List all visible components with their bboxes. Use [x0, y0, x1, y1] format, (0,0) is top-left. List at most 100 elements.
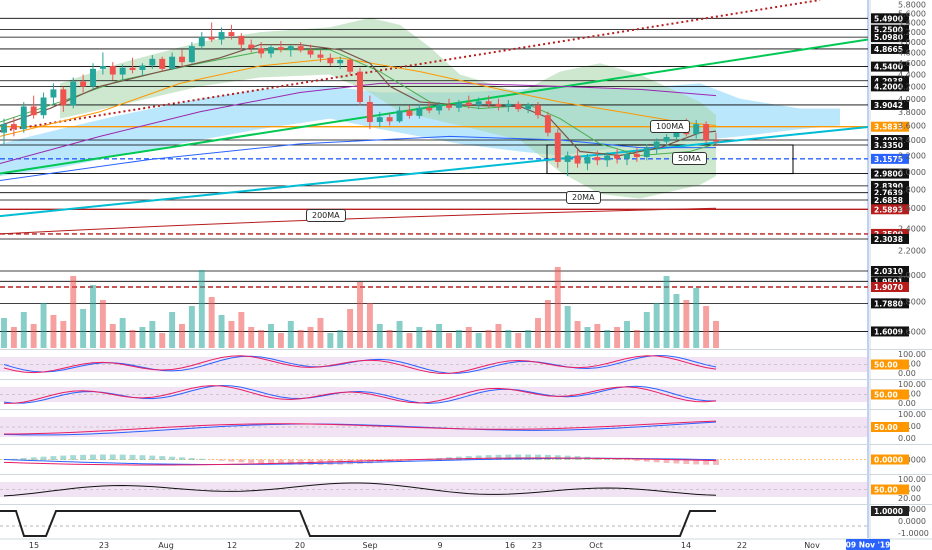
level-tag-bg-8	[871, 121, 909, 132]
candle-body-35	[347, 59, 354, 72]
macd-hist-25	[248, 459, 255, 463]
volume-bar-53	[525, 330, 532, 348]
pane-5-tick-2: -1.0000	[898, 529, 929, 538]
pane-0-line-e91e63	[3, 355, 717, 374]
volume-bar-23	[228, 321, 235, 348]
level-tag-bg-14	[871, 187, 909, 198]
candle-body-36	[357, 71, 363, 102]
volume-bar-47	[465, 327, 472, 348]
volume-bar-13	[129, 330, 136, 348]
candle-body-25	[248, 44, 255, 49]
level-tag-bg-15	[871, 194, 909, 205]
macd-hist-26	[258, 459, 265, 464]
pane-3-tick-0: 0.0000	[898, 456, 926, 465]
candle-body-38	[376, 117, 383, 123]
level-tag-18: 2.3038	[874, 235, 903, 244]
candle-body-34	[337, 59, 344, 64]
candle-body-67	[663, 137, 670, 142]
volume-bar-63	[624, 321, 630, 348]
macd-hist-35	[347, 459, 354, 465]
volume-bar-58	[574, 321, 581, 348]
macd-hist-68	[673, 459, 680, 464]
price-tick-1: 5.6000	[898, 9, 926, 18]
candle-body-11	[109, 66, 116, 75]
x-tick-7: 16	[505, 541, 515, 550]
pane-4-tick-1: 50.00	[898, 485, 921, 494]
price-tick-11: 3.6000	[898, 122, 926, 131]
level-tag-bg-19	[871, 265, 909, 276]
pane-4-line-111111	[3, 482, 717, 497]
macd-hist-11	[109, 454, 116, 460]
level-tag-bg-17	[871, 228, 909, 239]
candle-body-13	[129, 67, 136, 70]
candle-body-58	[574, 155, 581, 164]
volume-bar-67	[663, 276, 670, 348]
candle-body-63	[624, 153, 630, 159]
pane-4-tick-0: 100.00	[898, 475, 926, 484]
bollinger-cloud-green	[60, 17, 716, 199]
volume-bar-2	[20, 312, 27, 348]
macd-hist-48	[475, 455, 482, 460]
level-tag-20: 1.9501	[874, 277, 903, 286]
candle-body-65	[643, 147, 650, 158]
candle-body-41	[406, 110, 413, 116]
candle-body-18	[179, 56, 185, 63]
volume-bar-46	[455, 330, 462, 348]
candle-body-50	[495, 103, 502, 107]
level-tag-5: 4.2938	[874, 77, 903, 86]
callout-20ma: 20MA	[566, 191, 601, 204]
date-badge-bg	[846, 539, 890, 550]
volume-bar-24	[238, 312, 245, 348]
candle-body-66	[653, 141, 660, 148]
level-tag-bg-0	[871, 13, 909, 24]
macd-hist-4	[40, 456, 47, 460]
volume-bar-8	[80, 309, 87, 348]
pane-2-tick-0: 100.00	[898, 410, 926, 419]
macd-hist-28	[277, 459, 284, 465]
macd-hist-12	[119, 454, 126, 460]
pane-4-tick-2: 20.00	[898, 494, 921, 503]
candle-body-42	[416, 107, 423, 116]
candle-body-55	[544, 115, 551, 133]
level-tag-bg-22	[871, 298, 909, 309]
pane-tag-1: 50.00	[874, 391, 898, 400]
macd-hist-63	[624, 459, 630, 461]
pane-2-line-e91e63	[3, 420, 717, 435]
x-tick-10: 14	[681, 541, 691, 550]
level-tag-11: 3.1575	[874, 155, 903, 164]
candle-body-59	[584, 157, 591, 164]
pane-tag-bg-4	[871, 484, 909, 495]
volume-bar-28	[277, 333, 284, 348]
volume-bar-61	[604, 330, 611, 348]
macd-hist-67	[663, 459, 670, 463]
volume-bar-29	[287, 321, 294, 348]
candle-body-61	[604, 155, 611, 161]
candle-body-20	[198, 37, 205, 47]
x-tick-6: 9	[437, 541, 442, 550]
volume-bar-45	[446, 333, 452, 348]
candle-body-28	[277, 47, 284, 50]
macd-hist-52	[515, 454, 522, 460]
volume-bar-10	[99, 300, 106, 348]
macd-hist-9	[90, 454, 96, 460]
volume-bar-11	[109, 324, 116, 348]
pane-1-tick-1: 50.00	[898, 390, 921, 399]
price-tick-19: 2.0000	[898, 271, 926, 280]
pane-tag-0: 50.00	[874, 361, 898, 370]
candle-body-45	[446, 105, 452, 108]
level-tag-0: 5.4900	[874, 14, 903, 23]
curve-red	[0, 207, 717, 235]
pane-tag-bg-0	[871, 359, 909, 370]
x-tick-0: 15	[29, 541, 39, 550]
volume-bar-43	[426, 330, 433, 348]
volume-bar-41	[406, 333, 413, 348]
level-tag-bg-21	[871, 281, 909, 292]
sma50-line	[0, 57, 717, 137]
volume-bar-64	[633, 330, 640, 348]
macd-hist-2	[20, 458, 27, 460]
volume-bar-48	[475, 333, 482, 348]
volume-bar-25	[248, 327, 255, 348]
volume-bar-65	[643, 312, 650, 348]
level-tag-7: 3.9042	[874, 101, 903, 110]
